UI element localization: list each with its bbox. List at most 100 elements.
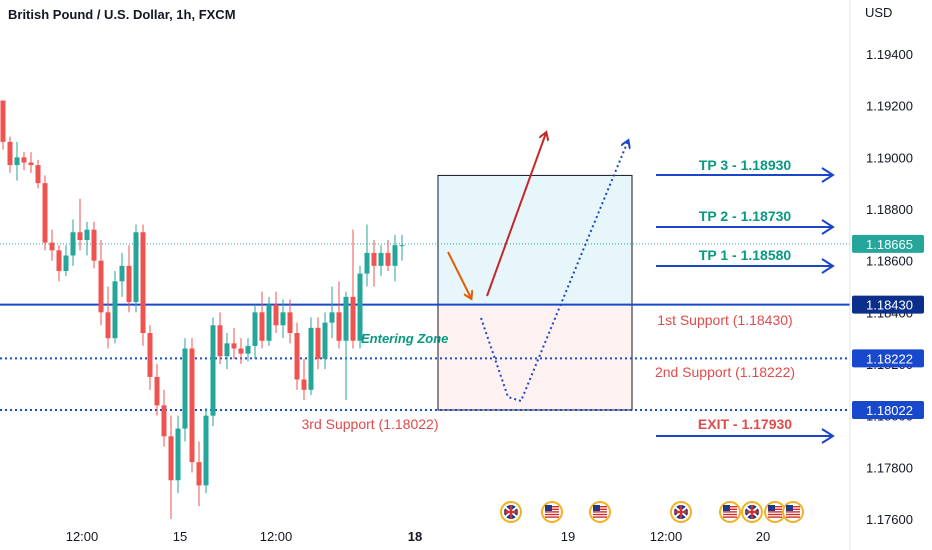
candle-body bbox=[329, 312, 335, 323]
exit-label: EXIT - 1.17930 bbox=[698, 416, 792, 432]
y-tick-label: 1.19400 bbox=[866, 47, 913, 62]
level-tag bbox=[852, 400, 924, 419]
candle-body bbox=[70, 232, 76, 256]
risk-zone bbox=[437, 304, 633, 411]
x-tick-label: 12:00 bbox=[260, 529, 293, 544]
candle-body bbox=[21, 157, 27, 163]
candle-body bbox=[63, 255, 69, 271]
flag-stripe bbox=[593, 516, 607, 518]
candle-body bbox=[42, 183, 48, 243]
y-tick-label: 1.19200 bbox=[866, 99, 913, 114]
x-tick-label: 19 bbox=[561, 529, 575, 544]
support3-label: 3rd Support (1.18022) bbox=[302, 416, 439, 432]
candle-body bbox=[203, 415, 209, 486]
x-tick-label: 15 bbox=[173, 529, 187, 544]
candle-body bbox=[336, 312, 342, 341]
y-tick-label: 1.18800 bbox=[866, 202, 913, 217]
flag-stripe bbox=[723, 513, 737, 516]
y-tick-label: 1.19000 bbox=[866, 150, 913, 165]
flag-stripe bbox=[593, 513, 607, 516]
candle-body bbox=[147, 333, 153, 377]
candle-body bbox=[245, 345, 251, 354]
current-price-label: 1.18665 bbox=[866, 237, 913, 252]
candle-body bbox=[84, 229, 90, 240]
price-axis: USD 1.19400 1.19200 1.19000 1.18800 1.18600 1.… bbox=[849, 0, 924, 550]
event-flag-us bbox=[589, 501, 611, 523]
flag-stripe bbox=[786, 513, 800, 516]
flag-stripe bbox=[545, 516, 559, 518]
annotation-labels: TP 3 - 1.18930 TP 2 - 1.18730 TP 1 - 1.185… bbox=[302, 157, 796, 432]
flag-stripe bbox=[723, 511, 737, 513]
candle-body bbox=[112, 281, 118, 339]
candles-layer bbox=[0, 100, 405, 519]
flag-canton bbox=[723, 505, 730, 511]
flag-stripe bbox=[768, 513, 782, 516]
flag-canton bbox=[786, 505, 793, 511]
candle-body bbox=[266, 304, 272, 341]
candle-body bbox=[49, 242, 55, 251]
event-flags bbox=[500, 501, 804, 523]
x-tick-label: 18 bbox=[408, 529, 422, 544]
support1-label: 1st Support (1.18430) bbox=[657, 312, 792, 328]
support2-label: 2nd Support (1.18222) bbox=[655, 364, 795, 380]
candle-body bbox=[168, 436, 174, 481]
level-tag-label: 1.18430 bbox=[866, 298, 913, 313]
candle-body bbox=[217, 325, 223, 357]
current-price-tag bbox=[852, 234, 924, 253]
level-arrow-head bbox=[821, 428, 835, 444]
tp1-label: TP 1 - 1.18580 bbox=[699, 247, 792, 263]
candle-body bbox=[210, 325, 216, 416]
candle-body bbox=[322, 322, 328, 359]
flag-stripe bbox=[786, 511, 800, 513]
event-flag-gb bbox=[670, 501, 692, 523]
candle-body bbox=[294, 333, 300, 380]
flag-stripe bbox=[768, 511, 782, 513]
candle-body bbox=[56, 250, 62, 271]
candle-body bbox=[308, 327, 314, 390]
flag-canton bbox=[545, 505, 552, 511]
candle-body bbox=[14, 157, 20, 166]
candle-body bbox=[140, 232, 146, 333]
candle-body bbox=[378, 252, 384, 266]
candle-body bbox=[364, 252, 370, 274]
candle-body bbox=[119, 265, 125, 282]
candle-body bbox=[392, 245, 398, 266]
candle-body bbox=[238, 348, 244, 354]
level-tag-label: 1.18022 bbox=[866, 403, 913, 418]
candle-body bbox=[98, 260, 104, 313]
event-flag-gb bbox=[741, 501, 763, 523]
candle-body bbox=[315, 327, 321, 359]
flag-stripe bbox=[545, 511, 559, 513]
candle-body bbox=[196, 462, 202, 486]
flag-canton bbox=[593, 505, 600, 511]
y-tick-label: 1.17800 bbox=[866, 460, 913, 475]
drawings-layer bbox=[447, 133, 835, 444]
candle-body bbox=[252, 312, 258, 346]
x-tick-label: 20 bbox=[756, 529, 770, 544]
currency-label: USD bbox=[865, 5, 892, 20]
candle-body bbox=[133, 232, 139, 302]
candle-body bbox=[77, 232, 83, 240]
level-arrow-head bbox=[821, 258, 835, 274]
candle-body bbox=[126, 265, 132, 302]
tp2-label: TP 2 - 1.18730 bbox=[699, 208, 792, 224]
candle-body bbox=[189, 348, 195, 463]
y-tick-label: 1.17600 bbox=[866, 512, 913, 527]
flag-cross bbox=[504, 505, 518, 519]
profit-zone bbox=[437, 174, 633, 306]
flag-stripe bbox=[593, 511, 607, 513]
event-flag-us bbox=[719, 501, 741, 523]
candle-body bbox=[301, 379, 307, 390]
candle-body bbox=[175, 428, 181, 481]
candle-body bbox=[280, 312, 286, 326]
level-tag-label: 1.18222 bbox=[866, 351, 913, 366]
candle-body bbox=[371, 252, 377, 266]
candle-body bbox=[287, 312, 293, 333]
event-flag-us bbox=[541, 501, 563, 523]
candle-body bbox=[343, 296, 349, 341]
entry-arrow bbox=[447, 251, 471, 298]
projected-path bbox=[480, 141, 628, 403]
candle-body bbox=[154, 376, 160, 406]
candle-body bbox=[0, 100, 6, 142]
